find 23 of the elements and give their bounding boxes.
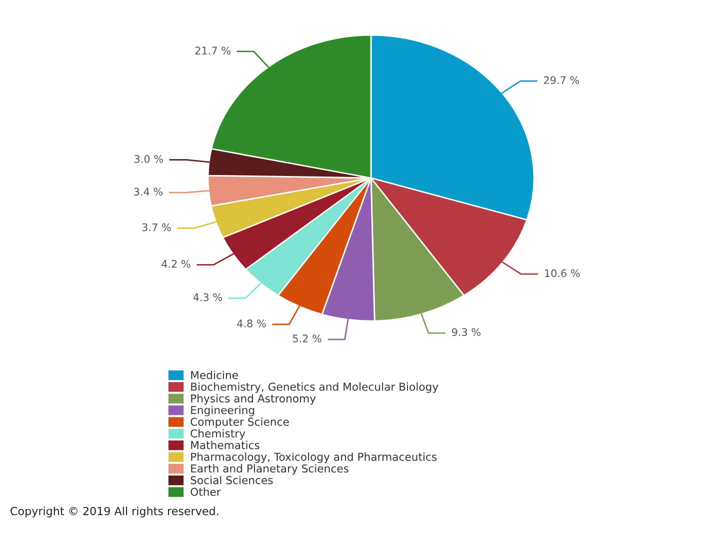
legend-label: Physics and Astronomy xyxy=(191,394,316,405)
data-label: 3.0 % xyxy=(134,154,163,163)
legend-label: Other xyxy=(190,488,221,496)
legend-label: Chemistry xyxy=(190,429,246,440)
legend-label: Engineering xyxy=(191,406,254,416)
data-label: 3.4 % xyxy=(134,188,163,196)
legend-label: Pharmacology, Toxicology and Pharmaceutics xyxy=(191,452,437,463)
data-label: 5.2 % xyxy=(293,334,322,342)
data-label: 4.3 % xyxy=(193,293,222,302)
legend-label: Social Sciences xyxy=(190,476,273,484)
data-label: 21.7 % xyxy=(195,46,230,55)
data-label: 4.2 % xyxy=(162,260,190,268)
legend-label: Biochemistry, Genetics and Molecular Biology xyxy=(191,382,438,393)
data-label: 29.7 % xyxy=(544,76,580,84)
data-label: 4.8 % xyxy=(237,320,266,328)
legend-label: Mathematics xyxy=(191,440,260,450)
legend-label: Earth and Planetary Sciences xyxy=(191,464,348,475)
legend-label: Computer Science xyxy=(190,417,289,428)
text: Copyright © 2019 All rights reserved. xyxy=(10,506,218,518)
data-label: 3.7 % xyxy=(142,223,171,232)
data-label: 9.3 % xyxy=(452,328,480,336)
data-label: 10.6 % xyxy=(545,269,580,278)
legend-label: Medicine xyxy=(191,370,238,380)
